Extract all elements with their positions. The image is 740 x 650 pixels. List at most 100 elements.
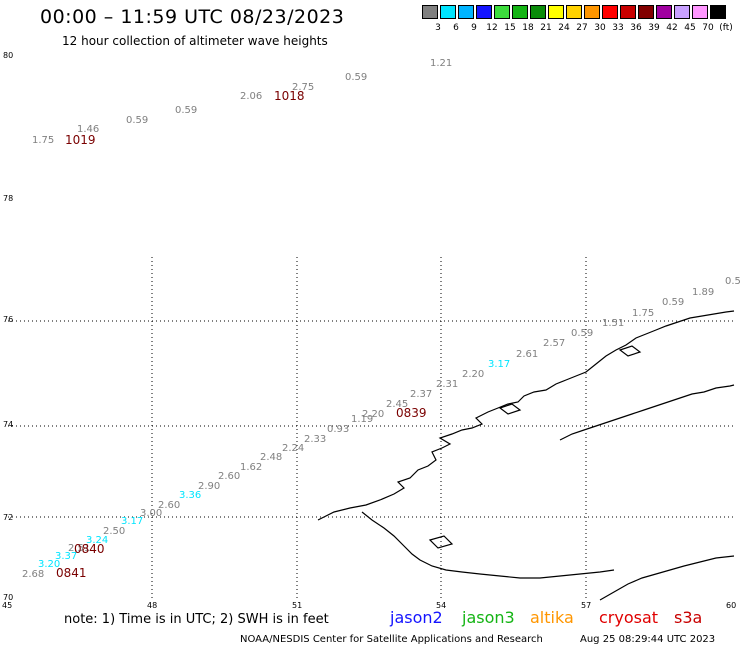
wave-height-label: 2.90 [198,481,220,492]
wave-height-label: 3.17 [488,359,510,370]
pass-time-label: 0841 [56,566,87,580]
wave-height-label: 1.89 [692,287,714,298]
satellite-name: jason3 [462,608,515,627]
lat-tick-label: 72 [3,513,13,522]
legend-swatch [458,5,474,19]
legend-swatch [530,5,546,19]
legend-swatch [692,5,708,19]
legend-label: 70 [702,23,714,33]
wave-height-label: 1.62 [240,462,262,473]
legend-swatch [656,5,672,19]
wave-height-label: 2.31 [436,379,458,390]
wave-height-label: 0.59 [345,72,367,83]
coastline-path-south [599,555,735,601]
legend-swatch [638,5,654,19]
satellite-name: cryosat [599,608,659,627]
wave-height-label: 2.20 [462,369,484,380]
wave-height-label: 1.21 [430,58,452,69]
wave-height-label: 0.59 [126,115,148,126]
legend-label: 21 [540,23,552,33]
wave-height-label: 2.60 [218,471,240,482]
wave-height-label: 1.75 [32,135,54,146]
wave-height-label: 3.24 [86,535,108,546]
coastline [317,310,735,601]
legend-swatch [476,5,492,19]
pass-time-label: 1018 [274,89,305,103]
wave-height-label: 2.75 [292,82,314,93]
legend-label: 42 [666,23,678,33]
island-1 [498,403,522,415]
island-2 [618,345,642,357]
legend-label: 24 [558,23,570,33]
wave-height-label: 2.24 [282,443,304,454]
legend-label: 15 [504,23,516,33]
lon-tick-label: 48 [147,601,157,610]
footnote: note: 1) Time is in UTC; 2) SWH is in fe… [64,612,329,627]
wave-height-label: 1.51 [602,318,624,329]
legend-label: 30 [594,23,606,33]
wave-height-label: 2.33 [304,434,326,445]
wave-height-label: 2.68 [22,569,44,580]
legend-unit: (ft) [719,23,733,33]
wave-height-label: 2.48 [260,452,282,463]
wave-height-label: 1.19 [351,414,373,425]
wave-height-label: 3.36 [179,490,201,501]
wave-height-label: 2.61 [516,349,538,360]
wave-height-label: 2.06 [240,91,262,102]
satellite-name: jason2 [390,608,443,627]
legend-swatch [494,5,510,19]
wave-height-label: 2.20 [362,409,384,420]
time-labels: 1019 1018 0839 0840 0841 [56,89,427,580]
observation-labels: 1.75 1.46 0.59 0.59 2.06 2.75 0.59 1.21 2.683.20… [22,58,740,580]
wave-height-label: 0.59 [571,328,593,339]
lat-tick-label: 70 [3,593,13,602]
legend-label: 33 [612,23,624,33]
lat-tick-label: 80 [3,51,13,60]
axis-lat-labels: 70 72 74 76 78 80 [3,51,13,602]
legend-label: 18 [522,23,534,33]
coastline-path-inner [361,511,615,579]
wave-height-label: 0.5 [725,276,740,287]
legend-label: 39 [648,23,660,33]
island-3 [428,535,454,549]
pass-time-label: 0839 [396,406,427,420]
wave-height-label: 1.46 [77,124,99,135]
legend-swatch [602,5,618,19]
legend-swatch [710,5,726,19]
legend-label: 27 [576,23,588,33]
legend-swatch [674,5,690,19]
legend-swatch [584,5,600,19]
wave-height-label: 2.57 [543,338,565,349]
wave-height-label: 3.20 [38,559,60,570]
page-title: 00:00 – 11:59 UTC 08/23/2023 [40,6,345,28]
lon-tick-label: 60 [726,601,736,610]
pass-time-label: 1019 [65,133,96,147]
satellite-name: s3a [674,608,703,627]
wave-height-label: 0.59 [662,297,684,308]
footer-credit: NOAA/NESDIS Center for Satellite Applica… [240,634,543,645]
satellite-name: altika [530,608,574,627]
wave-height-label: 0.93 [327,424,349,435]
legend-swatch [440,5,456,19]
wave-height-label: 3.17 [121,516,143,527]
legend-swatch [512,5,528,19]
lat-tick-label: 78 [3,194,13,203]
wave-height-label: 2.37 [410,389,432,400]
lon-tick-label: 45 [2,601,12,610]
lat-tick-label: 74 [3,420,13,429]
legend-label: 3 [435,23,441,33]
wave-height-label: 3.37 [55,551,77,562]
coastline-path-main [317,310,735,521]
grid-lines [8,257,734,600]
legend-swatch [548,5,564,19]
wave-height-label: 0.59 [175,105,197,116]
pass-time-label: 0840 [74,542,105,556]
wave-height-label: 2.50 [103,526,125,537]
lon-tick-label: 54 [436,601,446,610]
page-subtitle: 12 hour collection of altimeter wave hei… [62,34,328,48]
legend-label: 45 [684,23,696,33]
axis-lon-labels: 45 48 51 54 57 60 [2,601,736,610]
legend-swatch [422,5,438,19]
lat-tick-label: 76 [3,315,13,324]
